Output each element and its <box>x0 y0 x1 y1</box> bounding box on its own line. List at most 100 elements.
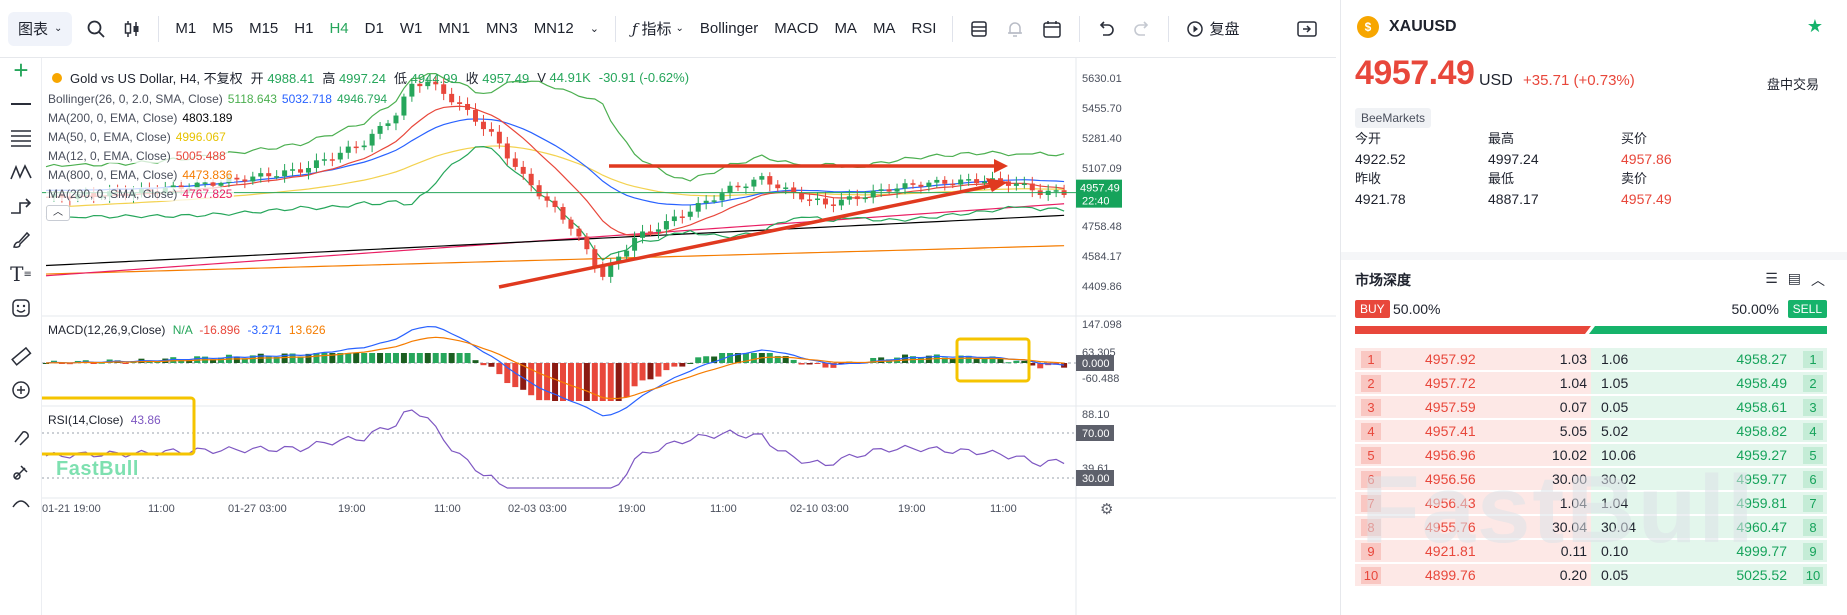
chart-area[interactable]: 5804.325630.015455.705281.405107.094758.… <box>12 44 1336 615</box>
text-tool-icon[interactable]: T ≡ <box>10 262 32 286</box>
interval-m1[interactable]: M1 <box>175 20 197 37</box>
orderbook-row[interactable]: 9 4921.81 0.11 0.10 4999.77 9 <box>1355 540 1827 562</box>
macd-histogram-bar <box>321 353 328 363</box>
price-chart[interactable]: 5804.325630.015455.705281.405107.094758.… <box>12 44 1336 615</box>
bid-qty: 0.07 <box>1559 399 1587 415</box>
forecast-tool-icon[interactable] <box>9 194 33 218</box>
ask-price: 4959.27 <box>1736 447 1787 463</box>
status-dot-icon <box>52 72 62 83</box>
symbol-header: $ XAUUSD <box>1357 16 1457 38</box>
interval-more-button[interactable]: ⌄ <box>582 12 607 46</box>
lock-drawing-icon[interactable] <box>9 460 33 484</box>
macd-histogram-bar <box>464 353 471 363</box>
redo-button[interactable] <box>1124 12 1160 46</box>
buy-pct: 50.00% <box>1393 301 1441 317</box>
search-button[interactable] <box>78 12 114 46</box>
orderbook-row[interactable]: 6 4956.56 30.00 30.02 4959.77 6 <box>1355 468 1827 490</box>
ask-bg <box>1591 540 1827 562</box>
orderbook-row[interactable]: 4 4957.41 5.05 5.02 4958.82 4 <box>1355 420 1827 442</box>
candle-body <box>377 125 383 134</box>
macd-histogram-bar <box>488 363 495 367</box>
bid-level: 5 <box>1361 447 1381 464</box>
collapse-icon[interactable]: ︿ <box>1811 272 1825 288</box>
ask-price: 4999.77 <box>1736 543 1787 559</box>
ask-level: 9 <box>1803 543 1823 560</box>
ohlc-close: 收 4957.49 <box>466 68 530 87</box>
stat-0: 今开 4922.52 <box>1355 130 1406 168</box>
interval-m15[interactable]: M15 <box>249 20 279 37</box>
candle-body <box>337 152 343 160</box>
bid-bg <box>1355 372 1591 394</box>
candle-body <box>250 176 256 182</box>
orderbook-row[interactable]: 2 4957.72 1.04 1.05 4958.49 2 <box>1355 372 1827 394</box>
chart-type-select[interactable]: 图表 ⌄ <box>8 11 73 46</box>
interval-h4[interactable]: H4 <box>329 20 349 37</box>
macd-histogram-bar <box>734 353 741 363</box>
interval-mn12[interactable]: MN12 <box>533 20 574 37</box>
crosshair-icon[interactable]: + <box>13 54 29 85</box>
layout-button[interactable] <box>961 12 997 46</box>
orderbook-row[interactable]: 7 4956.43 1.04 1.04 4959.81 7 <box>1355 492 1827 514</box>
interval-mn3[interactable]: MN3 <box>486 20 518 37</box>
settings-gear-icon[interactable]: ⚙ <box>1100 501 1114 518</box>
trendline-tool-icon[interactable] <box>9 92 33 116</box>
candle-body <box>313 160 319 168</box>
interval-h1[interactable]: H1 <box>294 20 314 37</box>
replay-button[interactable]: 复盘 <box>1177 12 1247 46</box>
macd-histogram-bar <box>1029 363 1036 366</box>
price-axis-label: 5107.09 <box>1082 163 1122 175</box>
candle-body <box>616 256 622 264</box>
orderbook-row[interactable]: 3 4957.59 0.07 0.05 4958.61 3 <box>1355 396 1827 418</box>
rsi-label: RSI(14,Close) <box>48 413 124 427</box>
macd-histogram-bar <box>369 353 376 363</box>
orderbook-row[interactable]: 8 4955.76 30.04 30.04 4960.47 8 <box>1355 516 1827 538</box>
hide-drawings-icon[interactable] <box>9 490 33 514</box>
candle-body <box>401 96 407 116</box>
stat-2: 买价 4957.86 <box>1621 130 1672 168</box>
orderbook-row[interactable]: 1 4957.92 1.03 1.06 4958.27 1 <box>1355 348 1827 370</box>
fib-tool-icon[interactable] <box>9 126 33 150</box>
legend-collapse-button[interactable]: ︿ <box>46 205 70 221</box>
watchlist-star-icon[interactable]: ★ <box>1806 16 1823 36</box>
magnet-tool-icon[interactable] <box>9 426 33 450</box>
indicator-rsi-button[interactable]: RSI <box>911 20 937 37</box>
highlight-box-macd <box>955 337 1031 383</box>
indicator-macd-button[interactable]: MACD <box>774 20 819 37</box>
bid-price: 4956.56 <box>1425 471 1476 487</box>
macd-histogram-bar <box>575 363 582 401</box>
candle-body <box>1029 183 1035 191</box>
ruler-tool-icon[interactable] <box>9 344 33 368</box>
indicators-button[interactable]: ƒ 指标 ⌄ <box>624 12 692 46</box>
interval-m5[interactable]: M5 <box>212 20 234 37</box>
candle-body <box>600 266 606 277</box>
ask-bg <box>1591 396 1827 418</box>
indicator-ma-button[interactable]: MA <box>834 20 857 37</box>
interval-w1[interactable]: W1 <box>399 20 423 37</box>
bid-qty: 30.04 <box>1551 519 1587 535</box>
interval-mn1[interactable]: MN1 <box>438 20 471 37</box>
indicator-bollinger-button[interactable]: Bollinger <box>699 20 759 37</box>
brush-tool-icon[interactable] <box>9 228 33 252</box>
macd-histogram-bar <box>432 353 439 363</box>
rsi-line <box>45 409 1065 489</box>
candle-body <box>910 183 916 185</box>
list-view-icon[interactable]: ☰ <box>1765 270 1778 286</box>
fullscreen-button[interactable] <box>1288 12 1326 46</box>
pattern-tool-icon[interactable] <box>9 160 33 184</box>
ask-bg <box>1591 348 1827 370</box>
emoji-tool-icon[interactable] <box>9 296 33 320</box>
candle-body <box>298 169 304 173</box>
calendar-button[interactable] <box>1033 12 1071 46</box>
interval-d1[interactable]: D1 <box>364 20 384 37</box>
candle-style-button[interactable] <box>114 12 150 46</box>
indicator-ma-button[interactable]: MA <box>872 20 896 37</box>
orderbook-row[interactable]: 5 4956.96 10.02 10.06 4959.27 5 <box>1355 444 1827 466</box>
alert-button[interactable] <box>997 12 1033 46</box>
macd-histogram-bar <box>233 356 240 363</box>
zoom-in-icon[interactable] <box>9 378 33 402</box>
candle-body <box>488 129 494 132</box>
book-view-icon[interactable]: ▤ <box>1787 270 1801 286</box>
orderbook-row[interactable]: 10 4899.76 0.20 0.05 5025.52 10 <box>1355 564 1827 586</box>
undo-button[interactable] <box>1088 12 1124 46</box>
macd-histogram-bar <box>798 363 805 365</box>
